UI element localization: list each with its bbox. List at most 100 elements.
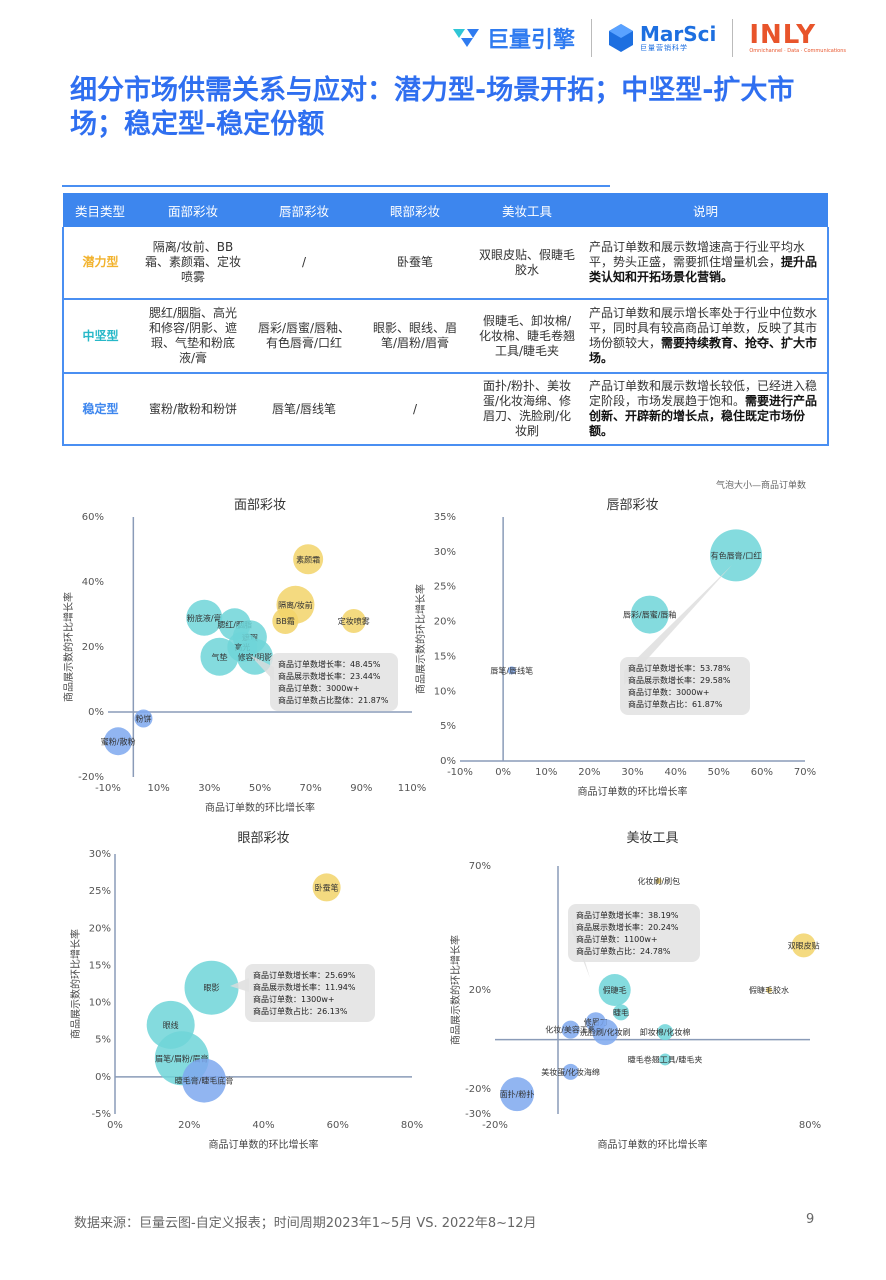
x-tick-label: -10% xyxy=(95,783,121,794)
brand3-logo: INLY Omnichannel · Data · Communications xyxy=(749,22,846,54)
bubble[interactable] xyxy=(134,709,153,728)
bubble[interactable] xyxy=(598,974,631,1006)
bubble-label: 有色唇膏/口红 xyxy=(711,550,762,560)
x-tick-label: 10% xyxy=(148,783,170,794)
bubble[interactable] xyxy=(562,1063,579,1080)
logo-divider xyxy=(590,19,592,57)
brand2-subtitle: 巨量营销科学 xyxy=(639,43,688,52)
x-tick-label: 50% xyxy=(249,783,271,794)
bubble[interactable] xyxy=(200,637,239,676)
bubble-point[interactable]: 有色唇膏/口红 xyxy=(710,529,762,582)
bubble[interactable] xyxy=(659,1053,672,1066)
row-type-label: 潜力型 xyxy=(62,227,137,300)
bubble[interactable] xyxy=(500,1077,535,1112)
bubble-point[interactable]: 粉底液/膏 xyxy=(186,599,223,636)
bubble[interactable] xyxy=(561,1020,580,1039)
tooltip-line: 商品订单数占比：26.13% xyxy=(253,1006,348,1016)
bubble-point[interactable]: 定妆喷雾 xyxy=(338,609,370,633)
bubble-point[interactable]: 睫毛膏/睫毛底膏 xyxy=(175,1058,234,1103)
bubble-point[interactable]: 面扑/粉扑 xyxy=(500,1077,535,1112)
bubble-point[interactable]: 化妆刷/刷包 xyxy=(637,876,680,886)
table-cell: 眼影、眼线、眉笔/眉粉/眉膏 xyxy=(359,299,471,374)
bubble-point[interactable]: 粉饼 xyxy=(134,709,153,728)
description-text: 产品订单数和展示数增速高于行业平均水平，势头正盛，需要抓住增量机会， xyxy=(589,240,806,269)
bubble-point[interactable]: 假睫毛胶水 xyxy=(749,985,789,995)
x-tick-label: 70% xyxy=(300,783,322,794)
brand2-logo: MarSci 巨量营销科学 xyxy=(608,23,716,53)
bubble-point[interactable]: 素颜霜 xyxy=(293,544,324,575)
bubble-point[interactable]: 卧蚕笔 xyxy=(312,873,341,902)
table-header-cell: 唇部彩妆 xyxy=(249,193,359,227)
bubble-label: 修容/阴影 xyxy=(238,652,273,662)
bubble-label: 双眼皮贴 xyxy=(788,940,820,950)
bubble[interactable] xyxy=(630,595,669,634)
bubble-point[interactable]: 睫毛 xyxy=(613,1004,629,1021)
bubble-point[interactable]: 假睫毛 xyxy=(598,974,631,1006)
x-tick-label: 10% xyxy=(535,767,557,778)
y-tick-label: 25% xyxy=(434,582,456,593)
x-axis-label: 商品订单数的环比增长率 xyxy=(205,801,315,814)
bubble-label: BB霜 xyxy=(276,617,295,626)
bubble-point[interactable]: 化妆/美容工具 xyxy=(545,1020,596,1039)
row-description: 产品订单数和展示增长率处于行业中位数水平，同时具有较高商品订单数，反映了其市场份… xyxy=(583,299,829,374)
bubble[interactable] xyxy=(312,873,341,902)
bubble[interactable] xyxy=(182,1058,227,1103)
bubble[interactable] xyxy=(592,1019,619,1046)
lip-makeup-bubble-chart: 唇部彩妆-10% 0% 10% 20% 30% 40% 50% 60% 70%0%5%10%15… xyxy=(414,498,816,798)
bubble-point[interactable]: 蜜粉/散粉 xyxy=(101,727,136,756)
bubble-label: 美妆蛋/化妆海绵 xyxy=(541,1067,600,1077)
y-tick-label: -5% xyxy=(92,1109,111,1120)
bubble[interactable] xyxy=(184,960,239,1015)
table-cell: 唇笔/唇线笔 xyxy=(249,373,359,446)
bubble-point[interactable]: 气垫 xyxy=(200,637,239,676)
tooltip-line: 商品订单数占比：61.87% xyxy=(628,699,723,709)
bubble-label: 粉底液/膏 xyxy=(187,613,222,623)
y-axis-label: 商品展示数的环比增长率 xyxy=(414,584,427,694)
bubble-point[interactable]: 美妆蛋/化妆海绵 xyxy=(541,1063,600,1080)
y-axis-label: 商品展示数的环比增长率 xyxy=(449,935,462,1045)
bubble[interactable] xyxy=(272,608,299,634)
brand1-logo: 巨量引擎 xyxy=(451,22,575,54)
bubble[interactable] xyxy=(104,727,133,756)
tooltip-line: 商品订单数增长率：25.69% xyxy=(253,970,356,980)
y-tick-label: 35% xyxy=(434,512,456,523)
bubble-label: 化妆/美容工具 xyxy=(545,1025,596,1035)
bubble-point[interactable]: 唇笔/唇线笔 xyxy=(490,665,533,675)
brand3-subtitle: Omnichannel · Data · Communications xyxy=(749,48,846,54)
tooltip-box xyxy=(620,657,750,715)
bubble[interactable] xyxy=(341,609,366,633)
x-tick-label: 90% xyxy=(350,783,372,794)
bubble-point[interactable]: 洗脸刷/化妆刷 xyxy=(580,1019,631,1046)
bubble[interactable] xyxy=(710,529,762,582)
tooltip-line: 商品展示数增长率：20.24% xyxy=(576,922,679,932)
y-tick-label: 20% xyxy=(82,642,104,653)
bubble[interactable] xyxy=(613,1004,629,1021)
bubble-point[interactable]: 眼影 xyxy=(184,960,239,1015)
x-tick-label: 0% xyxy=(107,1120,123,1131)
bubble-size-note: 气泡大小—商品订单数 xyxy=(716,481,807,491)
category-table: 类目类型 面部彩妆 唇部彩妆 眼部彩妆 美妆工具 说明 潜力型 隔离/妆前、BB霜… xyxy=(62,193,829,446)
tooltip-pointer xyxy=(624,565,732,685)
bubble-point[interactable]: BB霜 xyxy=(272,608,299,634)
bubble-point[interactable]: 双眼皮贴 xyxy=(788,933,820,958)
bubble[interactable] xyxy=(791,933,816,958)
tooltip-line: 商品订单数增长率：38.19% xyxy=(576,910,679,920)
bubble-label: 唇彩/唇蜜/唇釉 xyxy=(623,610,676,620)
bubble[interactable] xyxy=(507,666,516,675)
x-tick-label: 40% xyxy=(252,1120,274,1131)
bubble[interactable] xyxy=(657,1024,674,1041)
bubble[interactable] xyxy=(766,987,773,993)
header-logos: 巨量引擎 MarSci 巨量营销科学 INLY Omnichannel · Da… xyxy=(451,14,846,62)
y-tick-label: 40% xyxy=(82,577,104,588)
bubble[interactable] xyxy=(186,599,223,636)
bubble[interactable] xyxy=(293,544,324,575)
tooltip-pointer xyxy=(250,655,274,681)
table-cell: 卧蚕笔 xyxy=(359,227,471,300)
bubble-point[interactable]: 唇彩/唇蜜/唇釉 xyxy=(623,595,676,634)
bubble[interactable] xyxy=(655,877,662,884)
table-row: 稳定型 蜜粉/散粉和粉饼 唇笔/唇线笔 / 面扑/粉扑、美妆蛋/化妆海绵、修眉刀、洗脸刷… xyxy=(62,373,829,446)
bubble-label: 眼影 xyxy=(204,983,220,993)
bubble-point[interactable]: 卸妆棉/化妆棉 xyxy=(640,1024,691,1041)
tooltip-callout: 商品订单数增长率：48.45% 商品展示数增长率：23.44% 商品订单数：3000… xyxy=(250,653,398,711)
bubble-point[interactable]: 睫毛卷翘工具/睫毛夹 xyxy=(628,1053,703,1066)
